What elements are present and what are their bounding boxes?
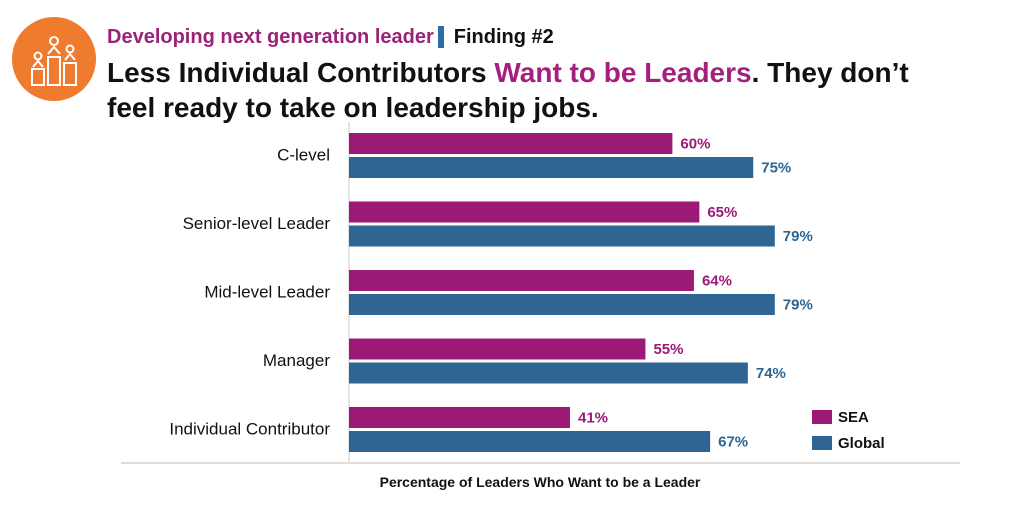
headline-part-2: . They don’t <box>751 57 909 88</box>
subtitle-divider <box>437 26 444 48</box>
headline-line-2: feel ready to take on leadership jobs. <box>107 92 599 123</box>
data-label-global: 79% <box>783 228 813 245</box>
bar-sea <box>349 133 673 154</box>
headline-accent: Want to be Leaders <box>494 57 752 88</box>
finding-label: Finding #2 <box>453 25 554 48</box>
section-subtitle: Developing next generation leader <box>107 25 434 48</box>
bar-sea <box>349 270 694 291</box>
data-label-global: 67% <box>718 433 748 450</box>
data-label-sea: 41% <box>578 409 608 426</box>
category-label: Senior-level Leader <box>183 214 331 233</box>
bar-sea <box>349 338 646 360</box>
data-label-global: 79% <box>783 296 813 313</box>
category-label: Manager <box>263 351 330 370</box>
data-label-global: 75% <box>761 159 791 176</box>
category-label: Individual Contributor <box>169 419 330 438</box>
x-axis-label: Percentage of Leaders Who Want to be a L… <box>379 474 701 490</box>
bar-global <box>349 431 711 452</box>
logo-badge <box>12 17 96 101</box>
category-label: C-level <box>277 145 330 164</box>
data-label-global: 74% <box>756 365 786 382</box>
legend-label-global: Global <box>838 435 885 452</box>
headline-line-1: Less Individual Contributors Want to be … <box>107 55 909 90</box>
headline: Less Individual Contributors Want to be … <box>107 55 909 125</box>
category-label: Mid-level Leader <box>204 282 330 301</box>
headline-part-1: Less Individual Contributors <box>107 57 495 88</box>
data-label-sea: 60% <box>680 135 710 152</box>
leadership-podium-icon <box>31 36 77 86</box>
data-label-sea: 64% <box>702 272 732 289</box>
bar-sea <box>349 407 570 428</box>
data-label-sea: 65% <box>707 204 737 221</box>
legend-swatch-sea <box>812 410 832 424</box>
data-label-sea: 55% <box>653 341 683 358</box>
legend-label-sea: SEA <box>838 409 869 426</box>
bar-global <box>349 294 775 315</box>
bar-global <box>349 157 754 178</box>
subtitle-row: Developing next generation leader Findin… <box>107 24 554 50</box>
bar-sea <box>349 201 700 223</box>
bar-global <box>349 225 775 247</box>
legend-swatch-global <box>812 436 832 450</box>
bar-global <box>349 362 748 384</box>
